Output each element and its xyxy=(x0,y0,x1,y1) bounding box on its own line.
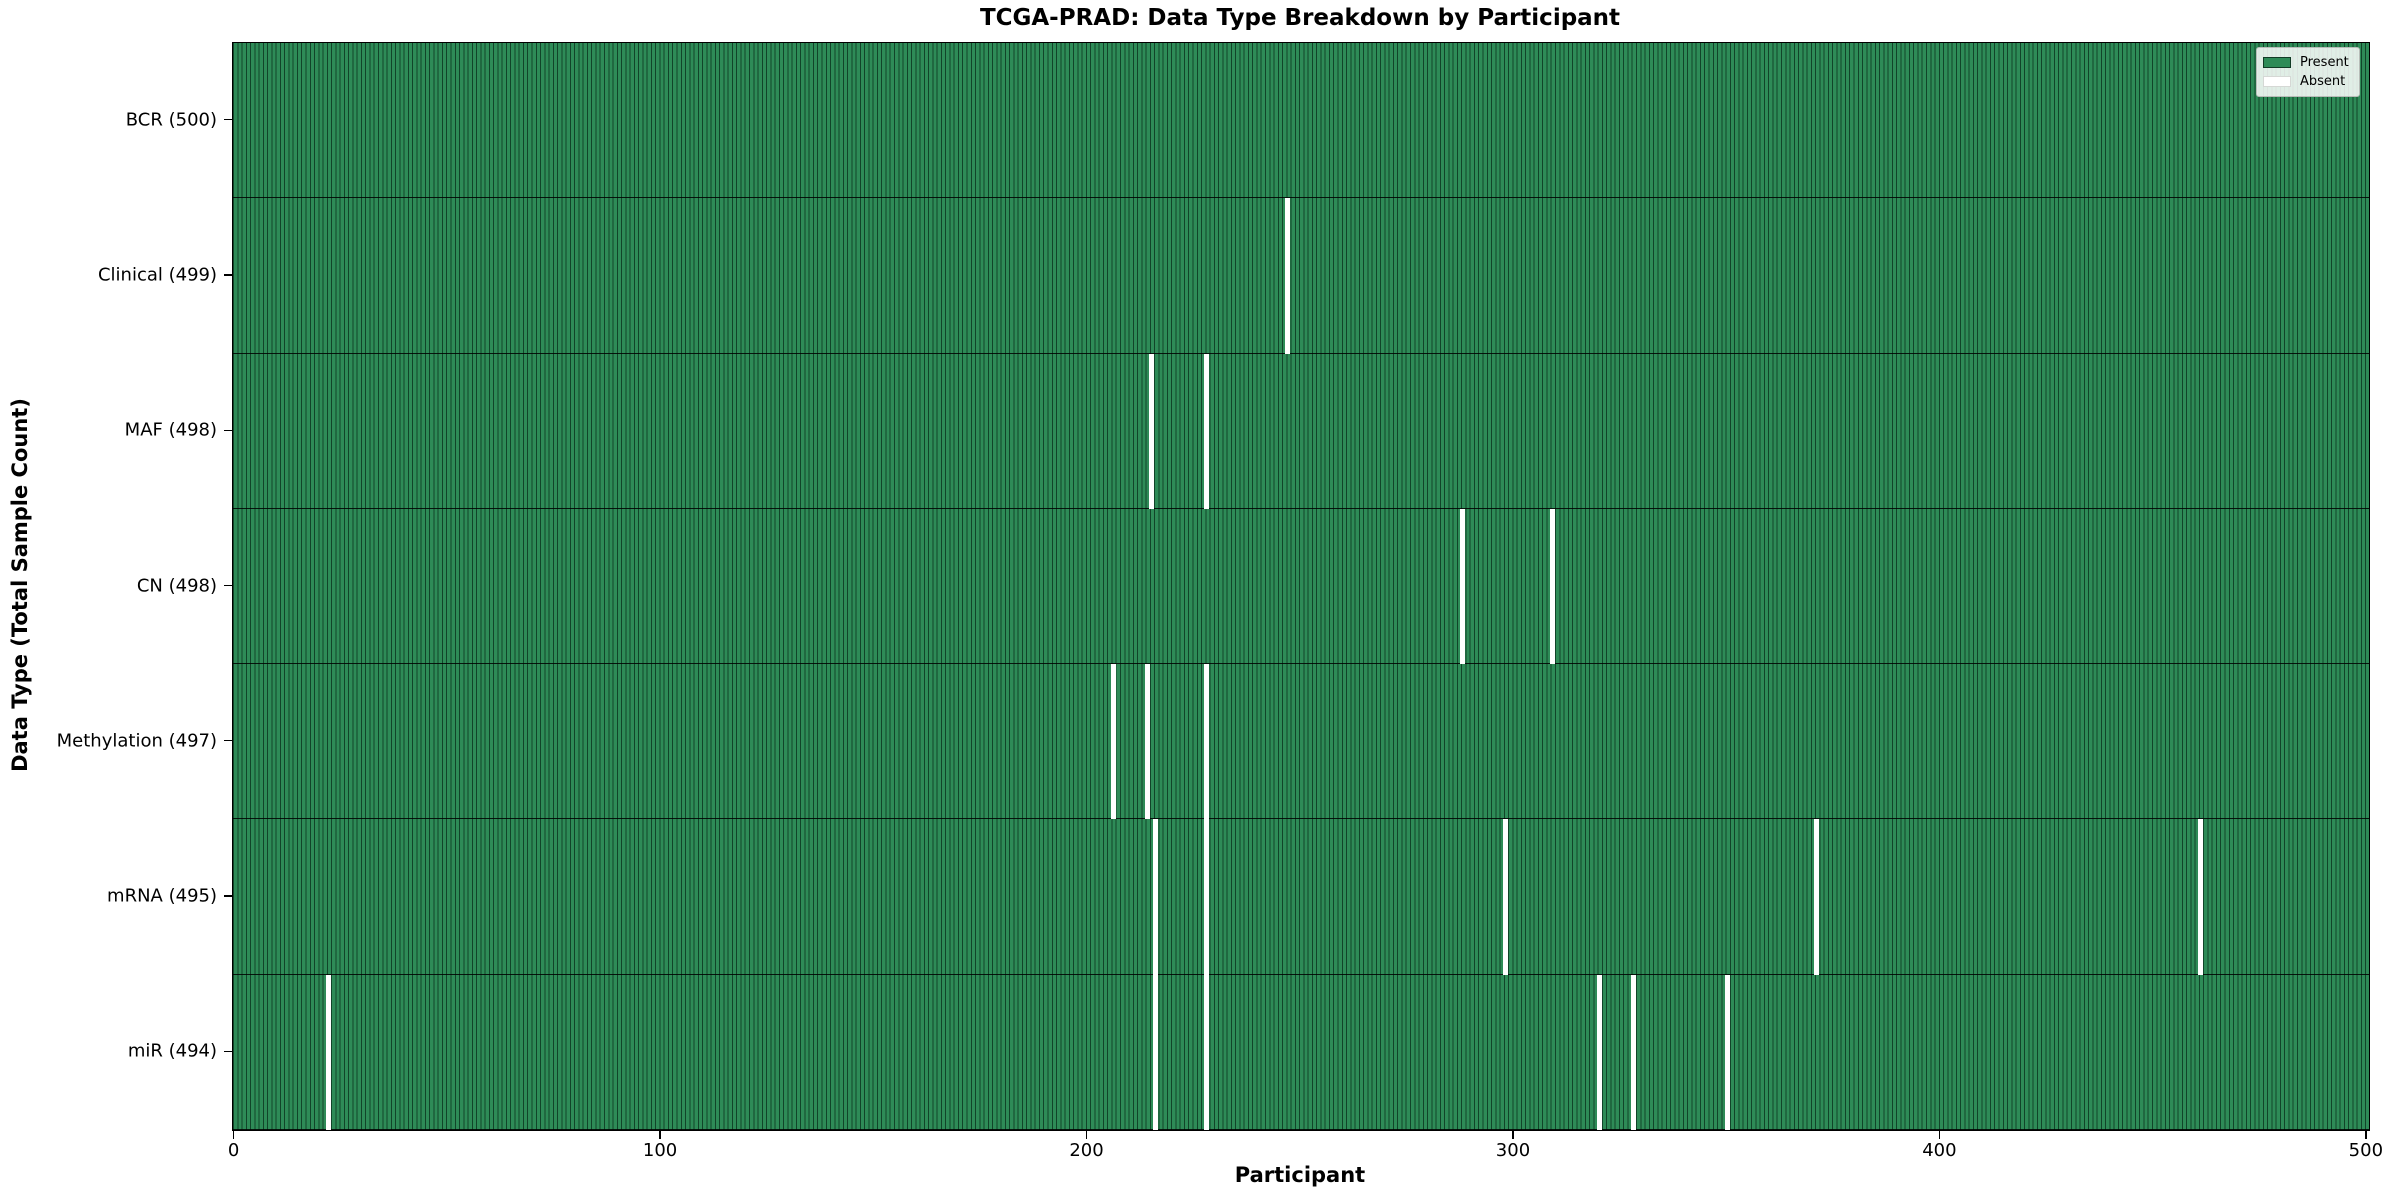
absent-gap-mir-228 xyxy=(1204,974,1210,1130)
absent-gap-methylation-206 xyxy=(1110,664,1116,820)
absent-gap-mir-216 xyxy=(1153,974,1159,1130)
absent-gap-methylation-214 xyxy=(1144,664,1150,820)
y-tick-mark-mir xyxy=(223,1050,232,1053)
plot-area xyxy=(231,42,2370,1131)
row-band-mir xyxy=(232,974,2369,1130)
legend-item-absent: Absent xyxy=(2263,72,2352,91)
legend-label-present: Present xyxy=(2300,55,2349,70)
y-tick-mark-clinical xyxy=(223,274,232,276)
y-tick-label-maf: MAF (498) xyxy=(124,419,217,441)
absent-gap-mrna-228 xyxy=(1204,819,1210,975)
x-tick-label-300: 300 xyxy=(1495,1140,1531,1161)
absent-gap-methylation-228 xyxy=(1204,664,1210,820)
row-band-cn xyxy=(232,508,2369,665)
y-tick-label-cn: CN (498) xyxy=(136,575,217,596)
row-band-clinical xyxy=(232,198,2369,354)
absent-gap-maf-215 xyxy=(1148,353,1154,509)
y-tick-label-mrna: mRNA (495) xyxy=(107,885,217,907)
absent-gap-cn-288 xyxy=(1460,508,1466,665)
x-tick-label-0: 0 xyxy=(227,1140,240,1161)
legend-swatch-absent-icon xyxy=(2263,76,2291,87)
absent-gap-mir-328 xyxy=(1630,974,1636,1130)
absent-gap-mrna-461 xyxy=(2198,819,2204,975)
x-tick-mark-0 xyxy=(232,1131,235,1139)
x-tick-mark-400 xyxy=(1938,1131,1941,1139)
row-band-maf xyxy=(232,353,2369,509)
x-tick-label-200: 200 xyxy=(1069,1140,1104,1161)
y-tick-label-bcr: BCR (500) xyxy=(125,109,217,131)
y-tick-label-methylation: Methylation (497) xyxy=(56,730,217,752)
x-tick-mark-500 xyxy=(2365,1131,2367,1139)
row-band-methylation xyxy=(232,664,2369,820)
legend-swatch-present-icon xyxy=(2263,57,2291,68)
x-tick-mark-100 xyxy=(659,1131,661,1139)
x-tick-mark-200 xyxy=(1085,1131,1088,1139)
x-tick-label-100: 100 xyxy=(642,1140,678,1161)
y-tick-mark-bcr xyxy=(223,118,232,121)
legend-label-absent: Absent xyxy=(2300,74,2346,89)
absent-gap-mir-350 xyxy=(1724,974,1730,1130)
y-tick-mark-maf xyxy=(223,429,232,431)
y-tick-label-mir: miR (494) xyxy=(127,1040,217,1062)
y-tick-label-clinical: Clinical (499) xyxy=(97,264,217,286)
x-tick-label-400: 400 xyxy=(1922,1140,1957,1161)
absent-gap-maf-228 xyxy=(1204,353,1210,509)
row-band-mrna xyxy=(232,819,2369,975)
absent-gap-mrna-371 xyxy=(1814,819,1820,975)
row-band-bcr xyxy=(232,43,2369,199)
absent-gap-mrna-216 xyxy=(1153,819,1159,975)
legend-item-present: Present xyxy=(2263,53,2352,72)
y-axis-label: Data Type (Total Sample Count) xyxy=(8,398,32,772)
absent-gap-mir-320 xyxy=(1596,974,1602,1130)
legend: Present Absent xyxy=(2256,47,2360,97)
absent-gap-mrna-298 xyxy=(1502,819,1508,975)
chart-title: TCGA-PRAD: Data Type Breakdown by Partic… xyxy=(979,5,1621,31)
absent-gap-mir-22 xyxy=(325,974,331,1130)
x-axis-label: Participant xyxy=(1234,1163,1366,1187)
y-tick-mark-mrna xyxy=(223,895,232,897)
absent-gap-clinical-247 xyxy=(1285,198,1291,354)
x-tick-mark-300 xyxy=(1512,1131,1514,1139)
x-tick-label-500: 500 xyxy=(2348,1140,2384,1161)
y-tick-mark-cn xyxy=(223,584,232,587)
absent-gap-cn-309 xyxy=(1549,508,1555,665)
y-tick-mark-methylation xyxy=(223,740,232,742)
